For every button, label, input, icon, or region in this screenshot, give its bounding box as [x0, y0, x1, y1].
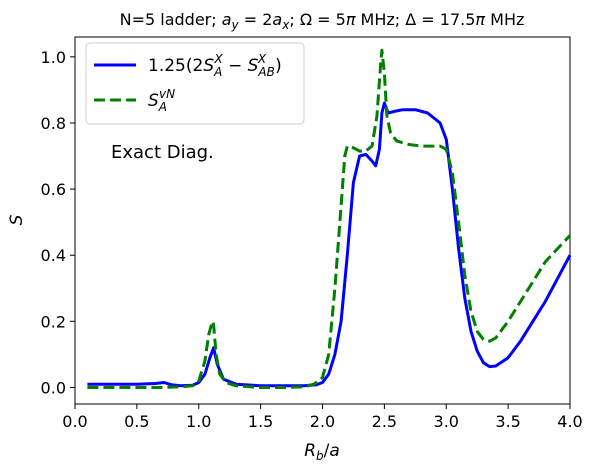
x-tick-label: 1.5: [248, 412, 273, 431]
x-tick-label: 1.0: [186, 412, 211, 431]
x-tick-label: 4.0: [557, 412, 582, 431]
chart-title: N=5 ladder; ay = 2ax; Ω = 5π MHz; Δ = 17…: [120, 10, 525, 32]
legend: 1.25(2SAX − SABX) SAvN: [85, 42, 305, 125]
series-line-1: [87, 101, 572, 388]
y-tick-label: 0.0: [41, 378, 66, 397]
legend-label-series-1: 1.25(2SAX − SABX): [148, 52, 282, 79]
legend-box: [85, 42, 305, 125]
y-tick-label: 0.8: [41, 114, 66, 133]
y-tick-label: 1.0: [41, 48, 66, 67]
y-tick-label: 0.2: [41, 312, 66, 331]
y-axis: 0.0 0.2 0.4 0.6 0.8 1.0: [41, 48, 75, 397]
x-axis: 0.0 0.5 1.0 1.5 2.0 2.5 3.0 3.5 4.0: [62, 404, 583, 431]
y-axis-label: S: [7, 214, 27, 225]
legend-label-series-2: SAvN: [148, 87, 175, 114]
x-tick-label: 3.5: [495, 412, 520, 431]
y-tick-label: 0.4: [41, 246, 66, 265]
x-tick-label: 0.0: [62, 412, 87, 431]
x-axis-label: Rb/a: [304, 441, 340, 463]
x-tick-label: 2.5: [372, 412, 397, 431]
x-tick-label: 0.5: [124, 412, 149, 431]
x-tick-label: 3.0: [434, 412, 459, 431]
annotation-exact-diag: Exact Diag.: [111, 142, 214, 163]
series-layer: [87, 48, 572, 389]
x-tick-label: 2.0: [310, 412, 335, 431]
y-tick-label: 0.6: [41, 180, 66, 199]
series-line-2: [87, 48, 572, 389]
